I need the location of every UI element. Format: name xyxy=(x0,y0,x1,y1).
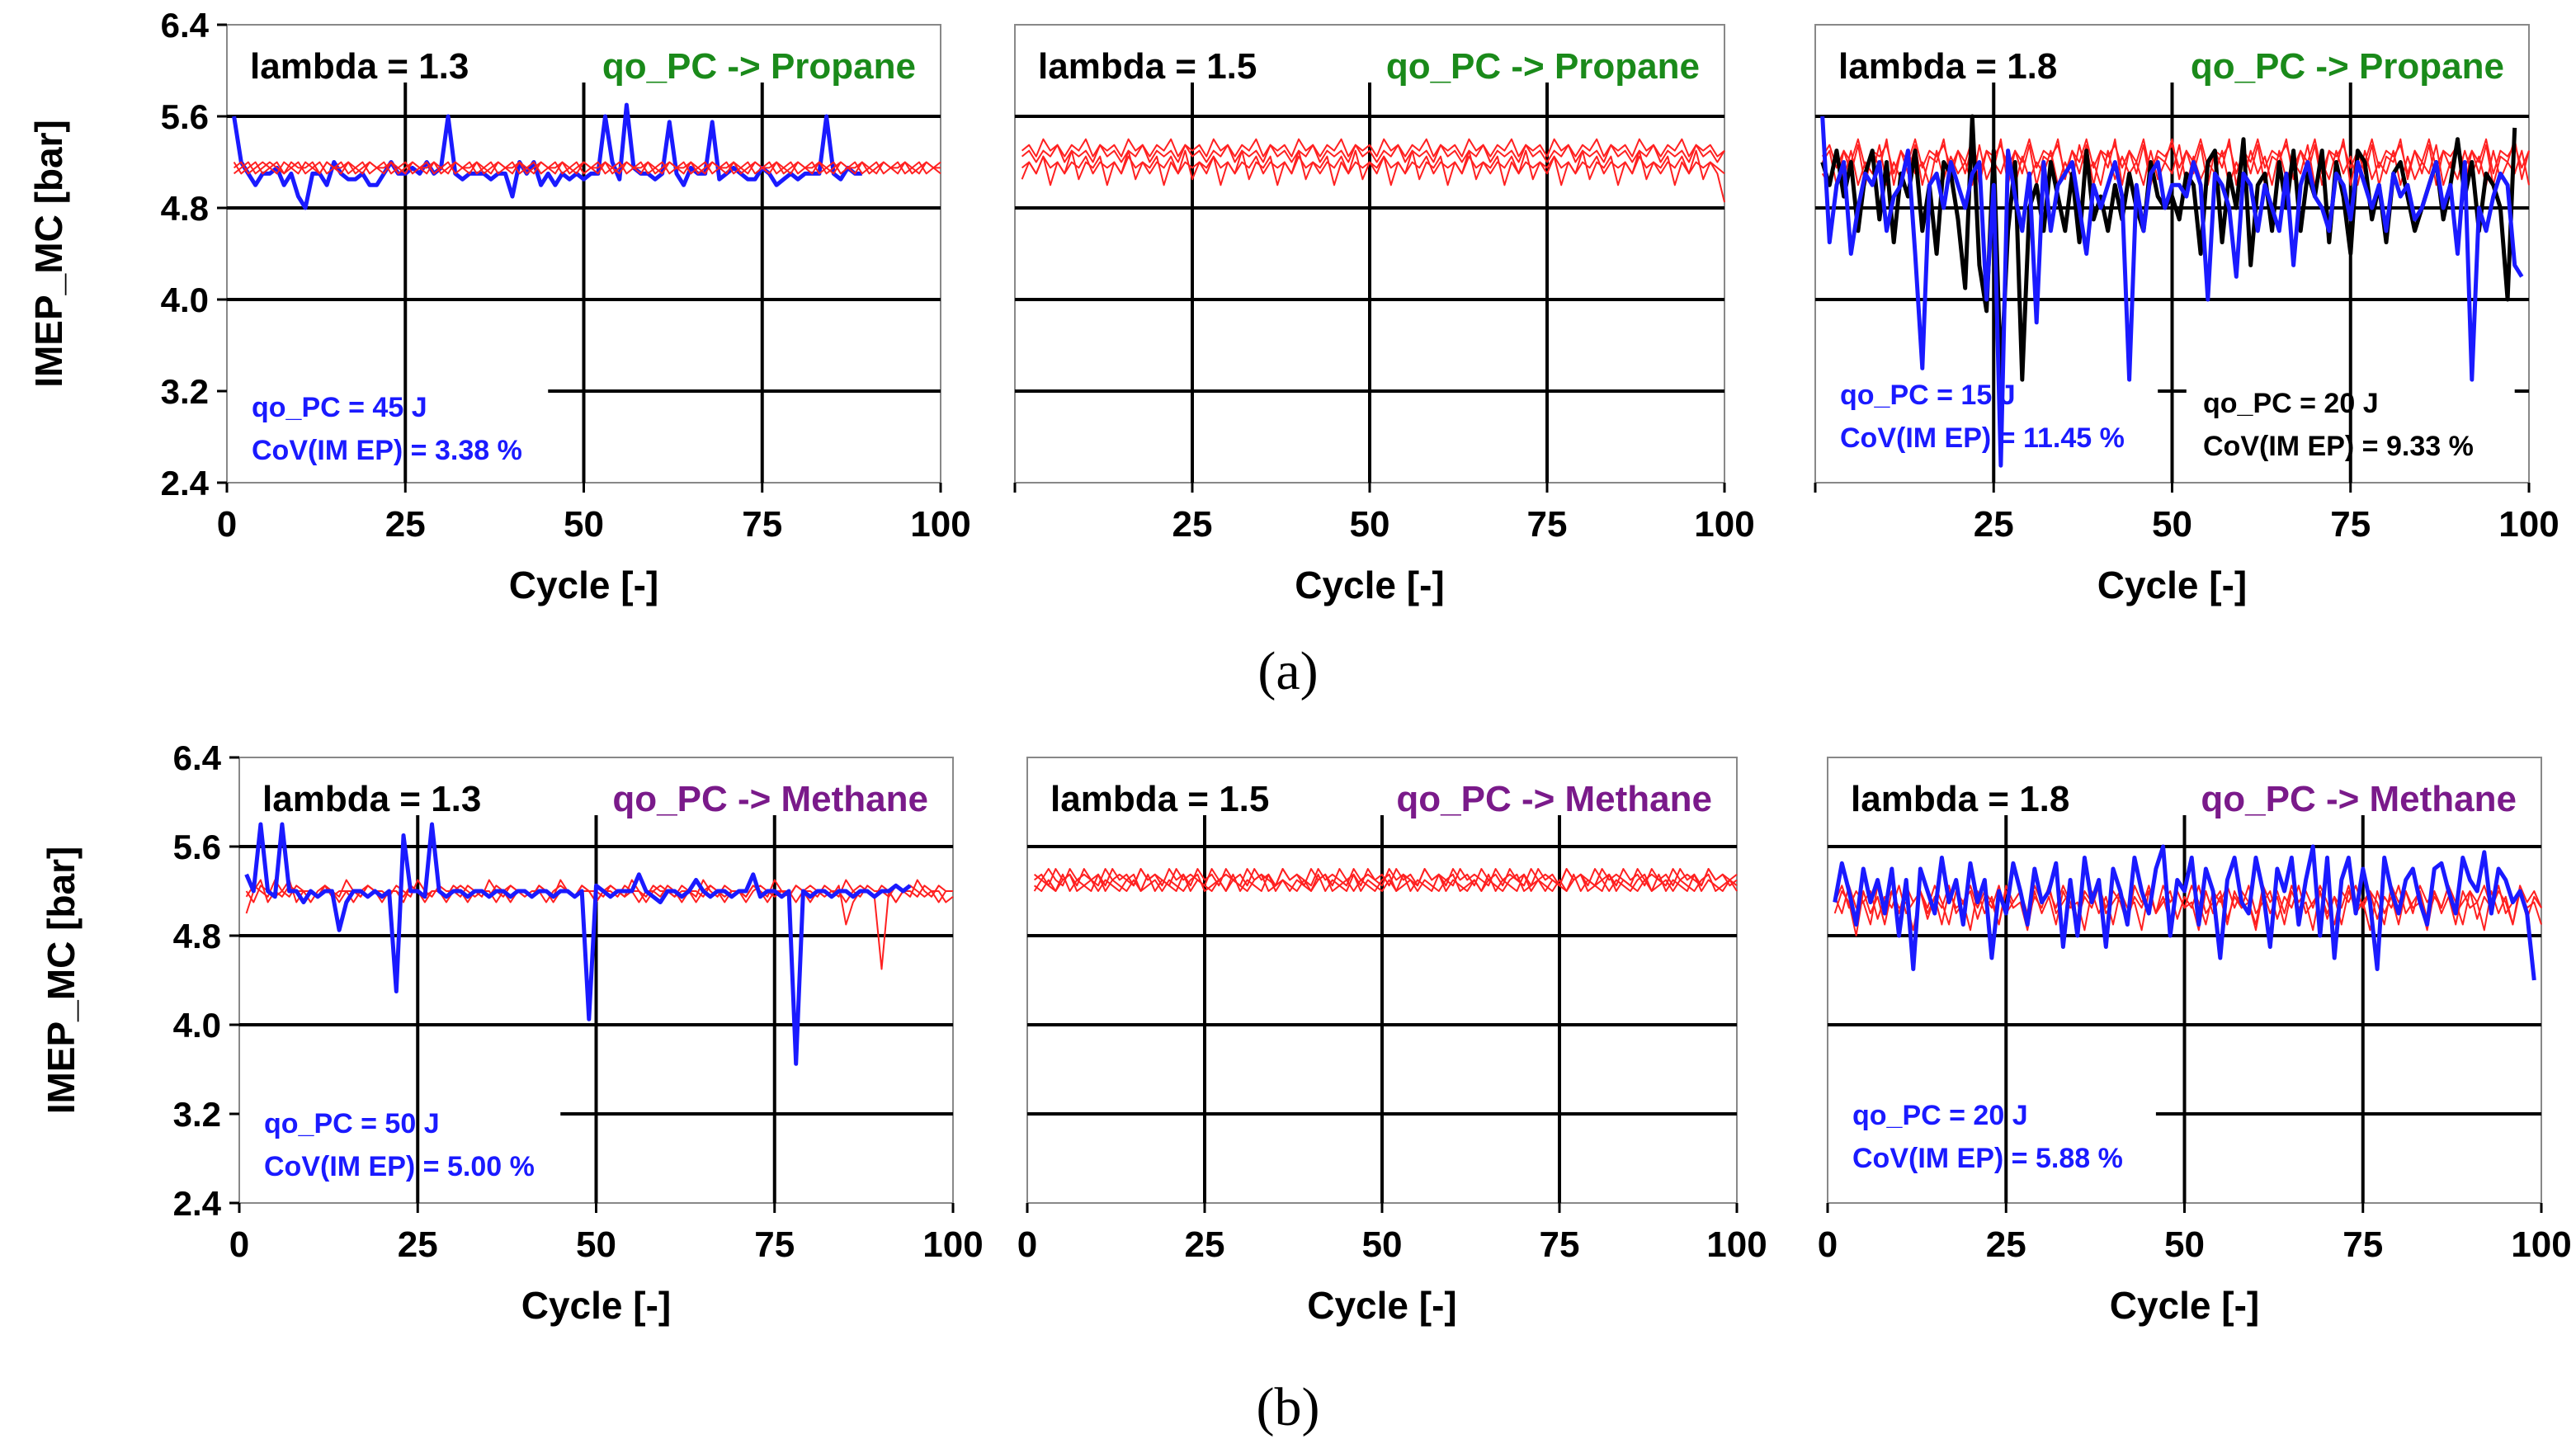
lambda-label: lambda = 1.5 xyxy=(1038,46,1257,87)
fuel-label: qo_PC -> Propane xyxy=(602,46,916,87)
annotation-text: qo_PC = 50 J xyxy=(264,1108,440,1139)
x-axis-label: Cycle [-] xyxy=(509,564,658,606)
x-tick-label: 75 xyxy=(2330,504,2371,545)
annotation-text: CoV(IM EP) = 5.00 % xyxy=(264,1151,535,1182)
lambda-label: lambda = 1.8 xyxy=(1838,46,2057,87)
x-tick-label: 50 xyxy=(564,504,604,545)
x-tick-label: 0 xyxy=(229,1224,249,1265)
y-tick-label: 4.8 xyxy=(161,189,209,228)
x-tick-label: 50 xyxy=(1350,504,1390,545)
chart-panel-4: 0 25 50 75 100 2.4 3.2 4.0 4.8 5.6 6.4 Cycle [-] IME… xyxy=(40,738,984,1327)
y-axis-label: IMEP_MC [bar] xyxy=(40,847,83,1115)
y-axis-label: IMEP_MC [bar] xyxy=(27,120,70,388)
x-tick-label: 75 xyxy=(754,1224,795,1265)
x-tick-label: 50 xyxy=(576,1224,616,1265)
series-line-reference xyxy=(1021,138,1725,158)
annotation-text: CoV(IM EP) = 5.88 % xyxy=(1852,1143,2123,1174)
y-tick-label: 5.6 xyxy=(173,828,221,866)
x-tick-label: 50 xyxy=(2164,1224,2205,1265)
annotation-text: qo_PC = 45 J xyxy=(252,392,427,423)
annotation-text: CoV(IM EP) = 11.45 % xyxy=(1840,422,2125,454)
y-tick-label: 4.8 xyxy=(173,917,221,955)
fuel-label: qo_PC -> Methane xyxy=(2201,779,2517,819)
annotation-text: qo_PC = 20 J xyxy=(2203,388,2379,419)
chart-panel-3: 25 50 75 100 Cycle [-] lambda = 1.8 qo_PC -> P… xyxy=(1814,24,2559,606)
series-line-reference xyxy=(1833,885,2542,926)
lambda-label: lambda = 1.5 xyxy=(1050,779,1269,819)
series-line-primary xyxy=(244,822,912,1066)
x-axis-label: Cycle [-] xyxy=(2097,564,2247,606)
series-line-reference xyxy=(1821,144,2530,186)
chart-panel-6: 0 25 50 75 100 Cycle [-] lambda = 1.8 qo_PC -> … xyxy=(1818,757,2572,1327)
annotation-text: qo_PC = 15 J xyxy=(1840,380,2016,411)
lambda-label: lambda = 1.3 xyxy=(250,46,469,87)
x-tick-label: 75 xyxy=(742,504,782,545)
x-tick-label: 0 xyxy=(1818,1224,1838,1265)
series-line-primary xyxy=(232,102,862,210)
caption-b: (b) xyxy=(1256,1377,1320,1437)
x-tick-label: 100 xyxy=(1694,504,1754,545)
series-line-reference xyxy=(1021,155,1725,203)
x-tick-label: 100 xyxy=(2498,504,2559,545)
series-line-reference xyxy=(1021,149,1725,186)
y-tick-label: 2.4 xyxy=(173,1184,222,1223)
fuel-label: qo_PC -> Methane xyxy=(1396,779,1712,819)
caption-a: (a) xyxy=(1257,641,1319,701)
chart-panel-2: 25 50 75 100 Cycle [-] lambda = 1.5 qo_PC -> P… xyxy=(1013,24,1755,606)
x-tick-label: 75 xyxy=(2342,1224,2383,1265)
fuel-label: qo_PC -> Propane xyxy=(2191,46,2504,87)
x-axis-label: Cycle [-] xyxy=(1307,1284,1456,1327)
y-tick-label: 6.4 xyxy=(161,6,210,45)
x-tick-label: 100 xyxy=(2511,1224,2571,1265)
x-tick-label: 50 xyxy=(2152,504,2192,545)
x-tick-label: 75 xyxy=(1527,504,1568,545)
fuel-label: qo_PC -> Propane xyxy=(1386,46,1700,87)
y-tick-label: 3.2 xyxy=(161,372,209,411)
y-tick-label: 2.4 xyxy=(161,464,210,502)
annotation-text: qo_PC = 20 J xyxy=(1852,1100,2028,1131)
series-line-reference xyxy=(1033,873,1738,892)
chart-panel-5: 0 25 50 75 100 Cycle [-] lambda = 1.5 qo_PC -> … xyxy=(1017,757,1767,1327)
x-tick-label: 25 xyxy=(385,504,426,545)
x-tick-label: 100 xyxy=(922,1224,983,1265)
series-line-reference xyxy=(1021,144,1725,163)
x-axis-label: Cycle [-] xyxy=(2110,1284,2259,1327)
y-tick-label: 3.2 xyxy=(173,1095,221,1134)
series-line-reference xyxy=(233,161,941,175)
x-tick-label: 100 xyxy=(910,504,970,545)
x-tick-label: 0 xyxy=(1017,1224,1037,1265)
x-axis-label: Cycle [-] xyxy=(521,1284,671,1327)
y-tick-label: 4.0 xyxy=(161,281,209,319)
annotation-text: CoV(IM EP) = 3.38 % xyxy=(252,435,522,466)
y-tick-label: 6.4 xyxy=(173,738,222,777)
x-tick-label: 75 xyxy=(1540,1224,1580,1265)
x-tick-label: 25 xyxy=(1986,1224,2026,1265)
annotation-text: CoV(IM EP) = 9.33 % xyxy=(2203,431,2474,462)
series-line-reference xyxy=(1821,138,2530,175)
x-axis-label: Cycle [-] xyxy=(1295,564,1444,606)
x-tick-label: 25 xyxy=(1185,1224,1225,1265)
x-tick-label: 100 xyxy=(1706,1224,1767,1265)
series-line-primary xyxy=(1820,116,2524,468)
lambda-label: lambda = 1.8 xyxy=(1851,779,2069,819)
x-tick-label: 25 xyxy=(398,1224,438,1265)
chart-panel-1: 0 25 50 75 100 2.4 3.2 4.0 4.8 5.6 6.4 Cycle [-] IME… xyxy=(27,6,971,606)
lambda-label: lambda = 1.3 xyxy=(262,779,481,819)
x-tick-label: 0 xyxy=(217,504,237,545)
y-tick-label: 4.0 xyxy=(173,1006,221,1045)
series-line-primary xyxy=(1833,844,2536,981)
series-line-reference xyxy=(1833,885,2542,920)
x-tick-label: 50 xyxy=(1362,1224,1403,1265)
x-tick-label: 25 xyxy=(1172,504,1213,545)
fuel-label: qo_PC -> Methane xyxy=(612,779,928,819)
series-line-reference xyxy=(233,161,941,175)
y-tick-label: 5.6 xyxy=(161,97,209,136)
x-tick-label: 25 xyxy=(1974,504,2014,545)
